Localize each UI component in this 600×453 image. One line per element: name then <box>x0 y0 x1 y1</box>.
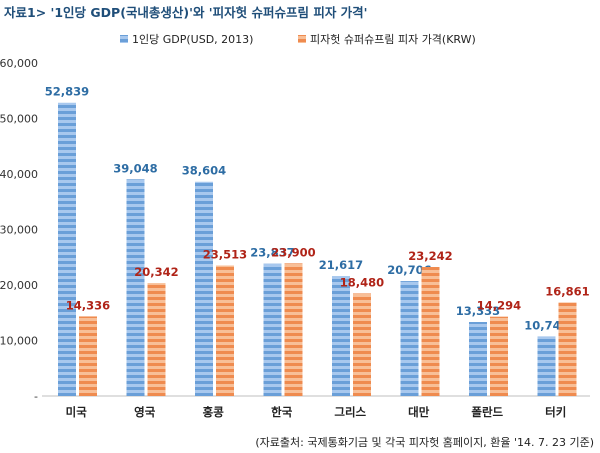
legend-swatch-gdp <box>120 35 128 43</box>
data-label-gdp: 38,604 <box>182 164 226 178</box>
legend-swatch-pizza <box>298 35 306 43</box>
data-label-pizza: 14,336 <box>66 298 110 312</box>
data-label-gdp: 21,617 <box>319 258 363 272</box>
bar-gdp <box>58 102 76 396</box>
x-category-label: 영국 <box>134 405 156 419</box>
data-label-pizza: 14,294 <box>477 299 521 313</box>
bar-gdp <box>195 181 213 396</box>
data-label-pizza: 23,513 <box>203 248 247 262</box>
y-tick-label: 60,000 <box>0 57 38 70</box>
x-category-label: 미국 <box>66 405 88 419</box>
bar-pizza <box>490 316 508 396</box>
bar-pizza <box>79 316 97 396</box>
y-tick-label: 30,000 <box>0 224 38 237</box>
bar-gdp <box>537 336 556 396</box>
y-tick-label: 10,000 <box>0 335 38 348</box>
x-category-label: 대만 <box>408 405 430 419</box>
data-label-pizza: 18,480 <box>340 275 384 289</box>
data-label-gdp: 20,706 <box>387 263 431 277</box>
data-label-pizza: 23,242 <box>408 249 452 263</box>
data-label-pizza: 16,861 <box>545 284 589 298</box>
data-label-gdp: 23,837 <box>250 246 294 260</box>
bar-pizza <box>353 293 371 396</box>
x-category-label: 홍콩 <box>203 405 225 419</box>
legend-label-pizza: 피자헛 슈퍼슈프림 피자 가격(KRW) <box>310 33 476 46</box>
data-label-gdp: 13,333 <box>456 304 500 318</box>
data-label-gdp: 10,744 <box>524 318 568 332</box>
data-label-gdp: 39,048 <box>113 161 157 175</box>
bar-gdp <box>126 179 145 396</box>
bar-pizza <box>421 267 440 396</box>
data-label-pizza: 20,342 <box>134 265 178 279</box>
bar-pizza <box>147 283 166 396</box>
bar-gdp <box>332 276 350 396</box>
y-tick-label: 20,000 <box>0 279 38 292</box>
x-category-label: 한국 <box>271 405 293 419</box>
x-category-label: 그리스 <box>334 405 366 419</box>
x-category-label: 터키 <box>545 405 566 419</box>
bar-pizza <box>558 302 577 396</box>
legend-label-gdp: 1인당 GDP(USD, 2013) <box>132 33 253 46</box>
data-label-gdp: 52,839 <box>45 85 89 99</box>
x-category-label: 폴란드 <box>471 405 503 419</box>
bar-pizza <box>216 265 234 396</box>
y-tick-label: - <box>34 390 38 403</box>
bar-pizza <box>284 263 303 396</box>
data-label-pizza: 23,900 <box>271 245 315 259</box>
plot-area: - 10,000 20,000 30,000 40,000 50,000 60,000 52,… <box>0 57 590 419</box>
y-tick-label: 40,000 <box>0 168 38 181</box>
bar-gdp <box>263 263 282 396</box>
bar-gdp <box>400 281 419 396</box>
legend: 1인당 GDP(USD, 2013) 피자헛 슈퍼슈프림 피자 가격(KRW) <box>120 33 476 46</box>
source-note: (자료출처: 국제통화기금 및 각국 피자헛 홈페이지, 환율 '14. 7. … <box>255 436 594 449</box>
y-tick-label: 50,000 <box>0 113 38 126</box>
bar-gdp <box>469 322 487 396</box>
chart-title: 자료1> '1인당 GDP(국내총생산)'와 '피자헛 슈퍼슈프림 피자 가격' <box>4 5 368 20</box>
